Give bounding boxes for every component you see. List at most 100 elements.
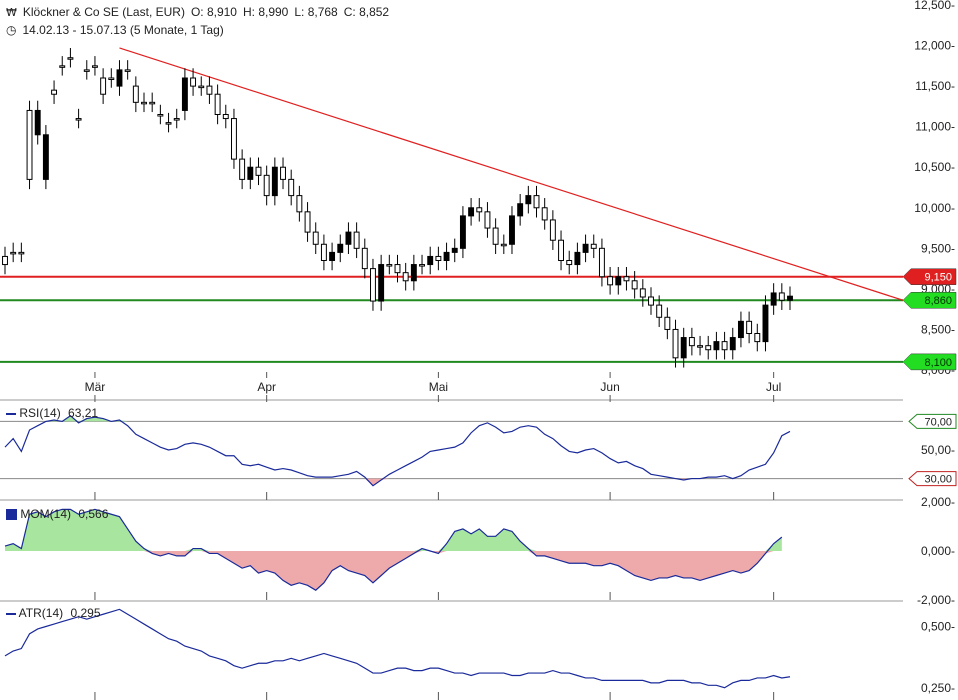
y-axis-label: 12,500- — [914, 0, 955, 12]
level-badge-label: 8,860 — [924, 295, 952, 307]
candle-body — [476, 207, 483, 213]
candle-body — [648, 296, 654, 306]
candle-body — [116, 69, 123, 87]
candle-body — [149, 101, 156, 105]
clock-icon: ◷ — [6, 23, 17, 37]
candle-body — [705, 345, 712, 351]
candle-body — [271, 166, 278, 197]
candle-body — [410, 264, 417, 282]
candle-body — [607, 276, 614, 286]
y-axis-label: 8,500- — [921, 322, 955, 336]
indicator-line — [4, 414, 791, 487]
indicator-positive-fill — [5, 509, 782, 551]
candle-body — [688, 337, 695, 347]
candle-body — [729, 337, 736, 351]
candle-body — [459, 215, 466, 249]
candle-body — [2, 255, 8, 266]
indicator-negative-fill — [5, 551, 782, 591]
rsi-level-label: 70,00 — [924, 416, 952, 428]
candle-body — [132, 85, 139, 103]
candle-body — [173, 118, 180, 121]
candle-body — [427, 255, 434, 266]
candle-body — [697, 345, 704, 348]
rsi-label: RSI(14) — [19, 406, 61, 420]
candle-body — [75, 118, 82, 121]
candle-body — [59, 65, 66, 68]
candle-body — [108, 77, 115, 80]
rsi-legend: RSI(14) 63,21 — [6, 406, 98, 420]
indicator-positive-fill — [5, 415, 790, 422]
chart-header: ₩ Klöckner & Co SE (Last, EUR) O: 8,910 H: … — [6, 5, 395, 19]
y-axis-label: 10,500- — [914, 160, 955, 174]
candle-body — [222, 114, 229, 120]
candle-body — [664, 316, 671, 330]
candle-body — [67, 57, 74, 60]
candle-body — [787, 295, 793, 301]
candle-body — [42, 134, 49, 180]
candle-body — [304, 211, 311, 233]
mom-label: MOM(14) — [20, 507, 72, 521]
candle-body — [754, 333, 761, 343]
candle-body — [18, 251, 25, 255]
candle-body — [451, 247, 458, 253]
candle-body — [165, 122, 172, 125]
atr-y-label: 0,250- — [921, 681, 955, 695]
low-value: L: 8,768 — [294, 5, 338, 19]
candle-body — [394, 264, 401, 274]
candle-body — [762, 304, 769, 343]
candle-body — [615, 276, 622, 286]
candle-body — [574, 251, 581, 266]
mom-value: 0,566 — [78, 507, 109, 521]
y-axis-label: 11,500- — [915, 79, 955, 93]
candle-body — [402, 272, 409, 282]
candle-body — [549, 219, 556, 241]
candle-body — [541, 207, 548, 221]
candle-body — [100, 77, 107, 95]
candle-body — [525, 195, 532, 205]
candle-body — [206, 85, 213, 95]
candle-body — [26, 109, 33, 180]
candle-body — [770, 292, 777, 306]
candle-body — [492, 227, 499, 245]
candle-body — [443, 251, 450, 261]
candle-body — [157, 114, 164, 117]
candle-body — [239, 158, 246, 180]
candle-body — [190, 77, 197, 87]
candle-body — [214, 93, 221, 115]
candle-body — [631, 280, 638, 290]
candle-body — [386, 264, 393, 267]
candle-body — [10, 251, 17, 255]
atr-value: 0,295 — [70, 606, 101, 620]
mom-legend: MOM(14) 0,566 — [6, 507, 108, 521]
rsi-level-label: 30,00 — [924, 474, 952, 486]
candlestick-icon: ₩ — [6, 6, 17, 19]
level-badge-label: 9,150 — [924, 272, 952, 284]
candle-body — [263, 174, 270, 197]
candle-body — [337, 243, 344, 253]
mom-square-icon — [6, 509, 17, 521]
x-axis-label: Mai — [429, 380, 448, 394]
candle-body — [435, 255, 442, 262]
atr-label: ATR(14) — [18, 606, 64, 620]
candle-body — [353, 231, 360, 249]
mom-y-label: 2,000- — [921, 495, 955, 509]
open-value: O: 8,910 — [190, 5, 237, 19]
candle-body — [639, 288, 646, 298]
candle-body — [746, 320, 753, 335]
indicator-line — [4, 508, 783, 591]
rsi-level-badge — [908, 471, 957, 487]
candle-body — [500, 243, 507, 247]
candle-body — [255, 166, 262, 176]
candle-body — [247, 166, 254, 180]
date-range-text: 14.02.13 - 15.07.13 (5 Monate, 1 Tag) — [22, 23, 224, 37]
y-axis-label: 9,500- — [921, 241, 955, 255]
atr-legend: ATR(14) 0,295 — [6, 606, 101, 620]
level-badge — [902, 268, 957, 285]
candle-body — [34, 109, 41, 136]
candle-body — [296, 195, 303, 213]
candle-body — [51, 89, 58, 95]
candle-body — [509, 215, 515, 245]
candle-body — [566, 260, 573, 266]
level-badge-label: 8,100 — [924, 357, 952, 369]
candle-body — [680, 337, 687, 359]
